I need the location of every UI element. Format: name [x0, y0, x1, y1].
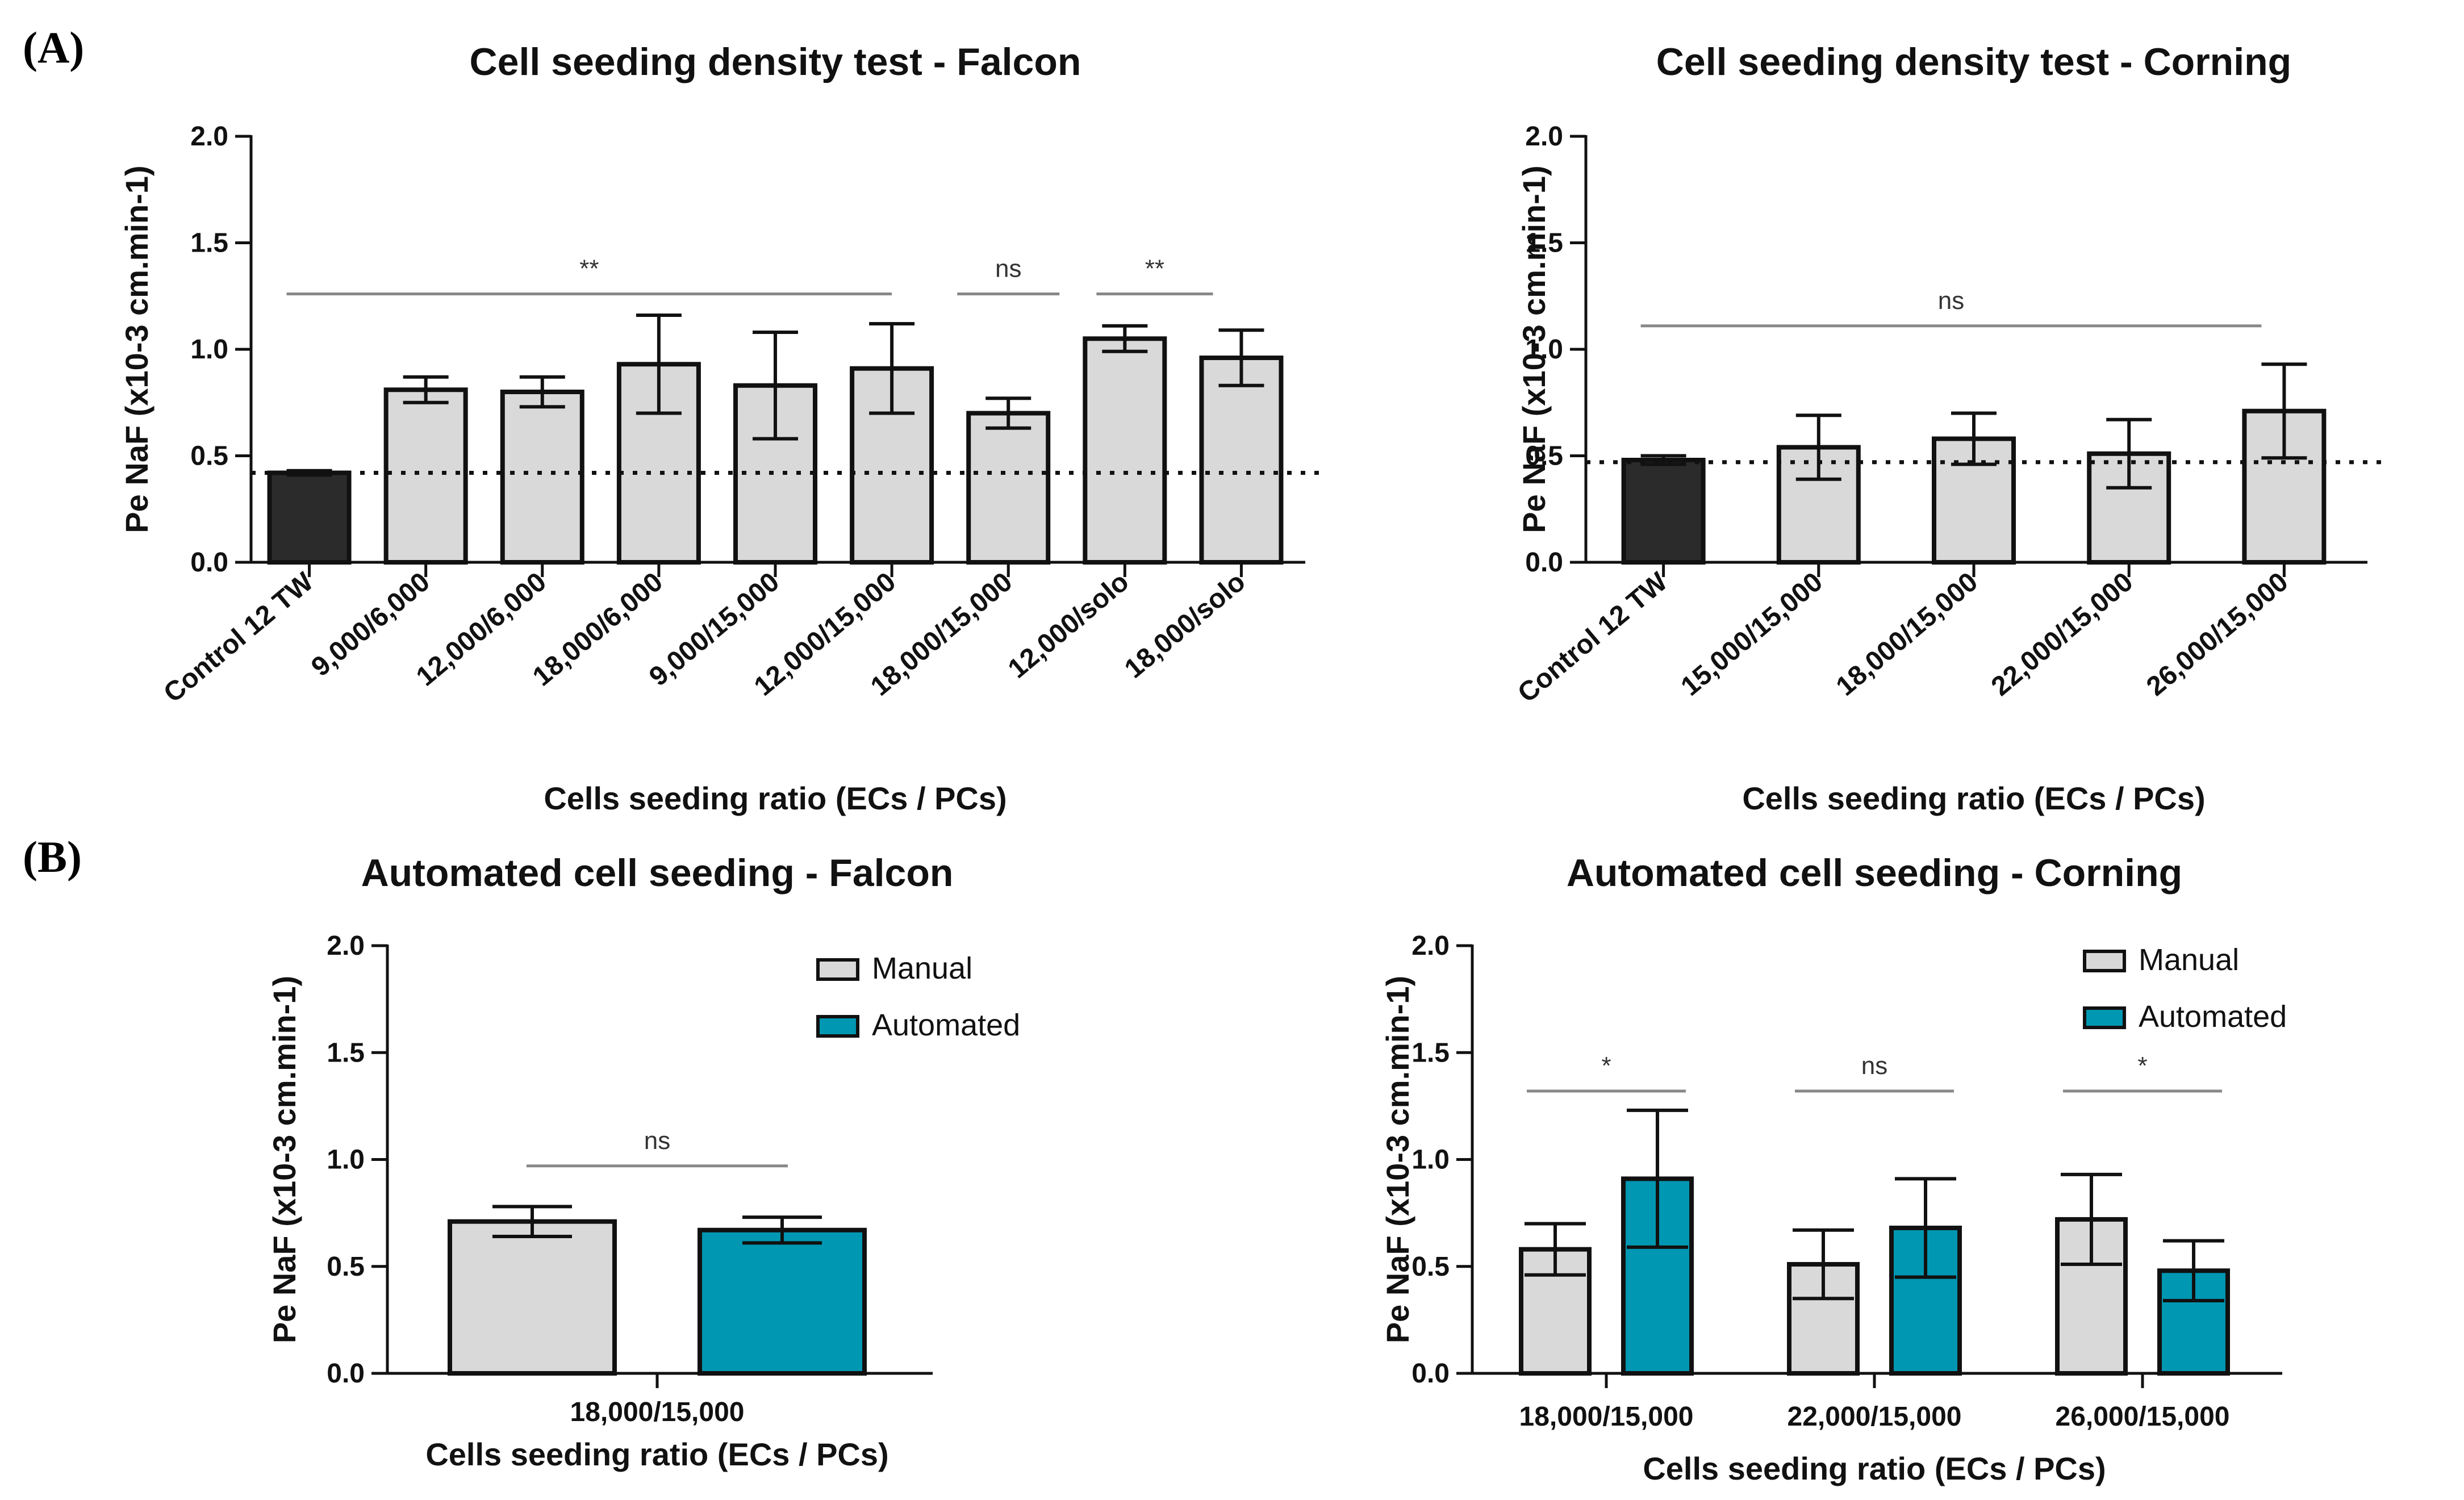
y-tick-label: 0.5 — [1525, 441, 1563, 471]
x-tick-label: Control 12 TW — [1512, 566, 1673, 708]
y-tick-label: 1.5 — [1411, 1038, 1450, 1068]
y-tick-label: 0.0 — [327, 1359, 365, 1389]
y-tick-label: 2.0 — [1525, 122, 1563, 152]
x-tick-label: 18,000/15,000 — [1519, 1402, 1694, 1432]
y-tick-label: 1.0 — [190, 335, 228, 365]
panel-letter-b: (B) — [23, 832, 82, 881]
x-tick-label: 18,000/solo — [1119, 567, 1251, 684]
bar — [966, 411, 1051, 565]
chart-title: Automated cell seeding - Corning — [1567, 851, 2182, 895]
x-axis-title: Cells seeding ratio (ECs / PCs) — [1742, 780, 2205, 816]
significance-label: ns — [644, 1127, 670, 1155]
x-tick-label: Control 12 TW — [158, 566, 319, 708]
chart-1: Cell seeding density test - Falcon 0.0 0.5… — [119, 40, 1322, 816]
y-tick-label: 0.5 — [327, 1252, 365, 1282]
legend-label: Manual — [2139, 943, 2239, 977]
chart-title: Cell seeding density test - Falcon — [470, 40, 1081, 83]
y-tick-label: 1.5 — [190, 228, 228, 258]
y-tick-label: 0.0 — [190, 548, 228, 578]
y-axis-title: Pe NaF (x10-3 cm.min-1) — [266, 976, 302, 1343]
y-tick-label: 2.0 — [1411, 931, 1450, 961]
x-tick-label: 18,000/15,000 — [1831, 567, 1983, 702]
legend-label: Manual — [872, 951, 972, 985]
bar — [500, 390, 584, 565]
x-tick-label: 26,000/15,000 — [2141, 567, 2294, 702]
panel-letter-a: (A) — [23, 23, 84, 72]
significance-label: ns — [1938, 287, 1964, 315]
bar — [383, 387, 468, 565]
legend-swatch — [816, 1015, 859, 1038]
significance-label: ** — [1145, 255, 1164, 283]
legend-swatch — [2083, 950, 2126, 972]
y-tick-label: 0.0 — [1411, 1359, 1450, 1389]
bar — [448, 1219, 617, 1376]
legend-swatch — [816, 958, 859, 981]
x-tick-label: 22,000/15,000 — [1788, 1402, 1962, 1432]
x-tick-label: 15,000/15,000 — [1676, 567, 1828, 702]
bar — [698, 1227, 867, 1376]
significance-label: ** — [579, 255, 599, 283]
legend-label: Automated — [2139, 1000, 2287, 1034]
x-tick-label: 26,000/15,000 — [2056, 1402, 2230, 1432]
chart-3: Automated cell seeding - Falcon 0.0 0.5 1.0… — [266, 851, 1020, 1472]
y-tick-label: 1.0 — [1411, 1145, 1450, 1175]
x-tick-label: 12,000/solo — [1003, 567, 1134, 684]
y-axis-title: Pe NaF (x10-3 cm.min-1) — [1516, 165, 1552, 533]
bar — [1199, 356, 1284, 565]
y-tick-label: 0.5 — [1411, 1252, 1450, 1282]
x-tick-label: 22,000/15,000 — [1986, 567, 2139, 702]
y-axis-title: Pe NaF (x10-3 cm.min-1) — [119, 165, 154, 533]
legend-swatch — [2083, 1006, 2126, 1029]
significance-label: * — [1601, 1052, 1611, 1080]
x-tick-label: 18,000/15,000 — [570, 1397, 745, 1427]
bar — [1083, 336, 1167, 565]
y-axis-title: Pe NaF (x10-3 cm.min-1) — [1380, 976, 1415, 1343]
y-tick-label: 1.0 — [1525, 335, 1563, 365]
chart-4: Automated cell seeding - Corning 0.0 0.5 1.… — [1380, 851, 2287, 1486]
y-tick-label: 1.5 — [1525, 228, 1563, 258]
y-tick-label: 1.0 — [327, 1145, 365, 1175]
bar — [1621, 458, 1706, 565]
chart-title: Cell seeding density test - Corning — [1656, 40, 2291, 83]
x-axis-title: Cells seeding ratio (ECs / PCs) — [1643, 1451, 2106, 1486]
x-axis-title: Cells seeding ratio (ECs / PCs) — [425, 1436, 888, 1472]
chart-2: Cell seeding density test - Corning 0.0 0.… — [1512, 40, 2384, 816]
y-tick-label: 2.0 — [327, 931, 365, 961]
y-tick-label: 0.5 — [190, 441, 228, 471]
legend-label: Automated — [872, 1008, 1020, 1042]
chart-title: Automated cell seeding - Falcon — [361, 851, 954, 895]
x-axis-title: Cells seeding ratio (ECs / PCs) — [544, 780, 1007, 816]
significance-label: * — [2137, 1052, 2147, 1080]
significance-label: ns — [995, 255, 1021, 283]
bar — [267, 470, 352, 565]
significance-label: ns — [1861, 1052, 1887, 1080]
y-tick-label: 2.0 — [190, 122, 228, 152]
y-tick-label: 0.0 — [1525, 548, 1563, 578]
y-tick-label: 1.5 — [327, 1038, 365, 1068]
